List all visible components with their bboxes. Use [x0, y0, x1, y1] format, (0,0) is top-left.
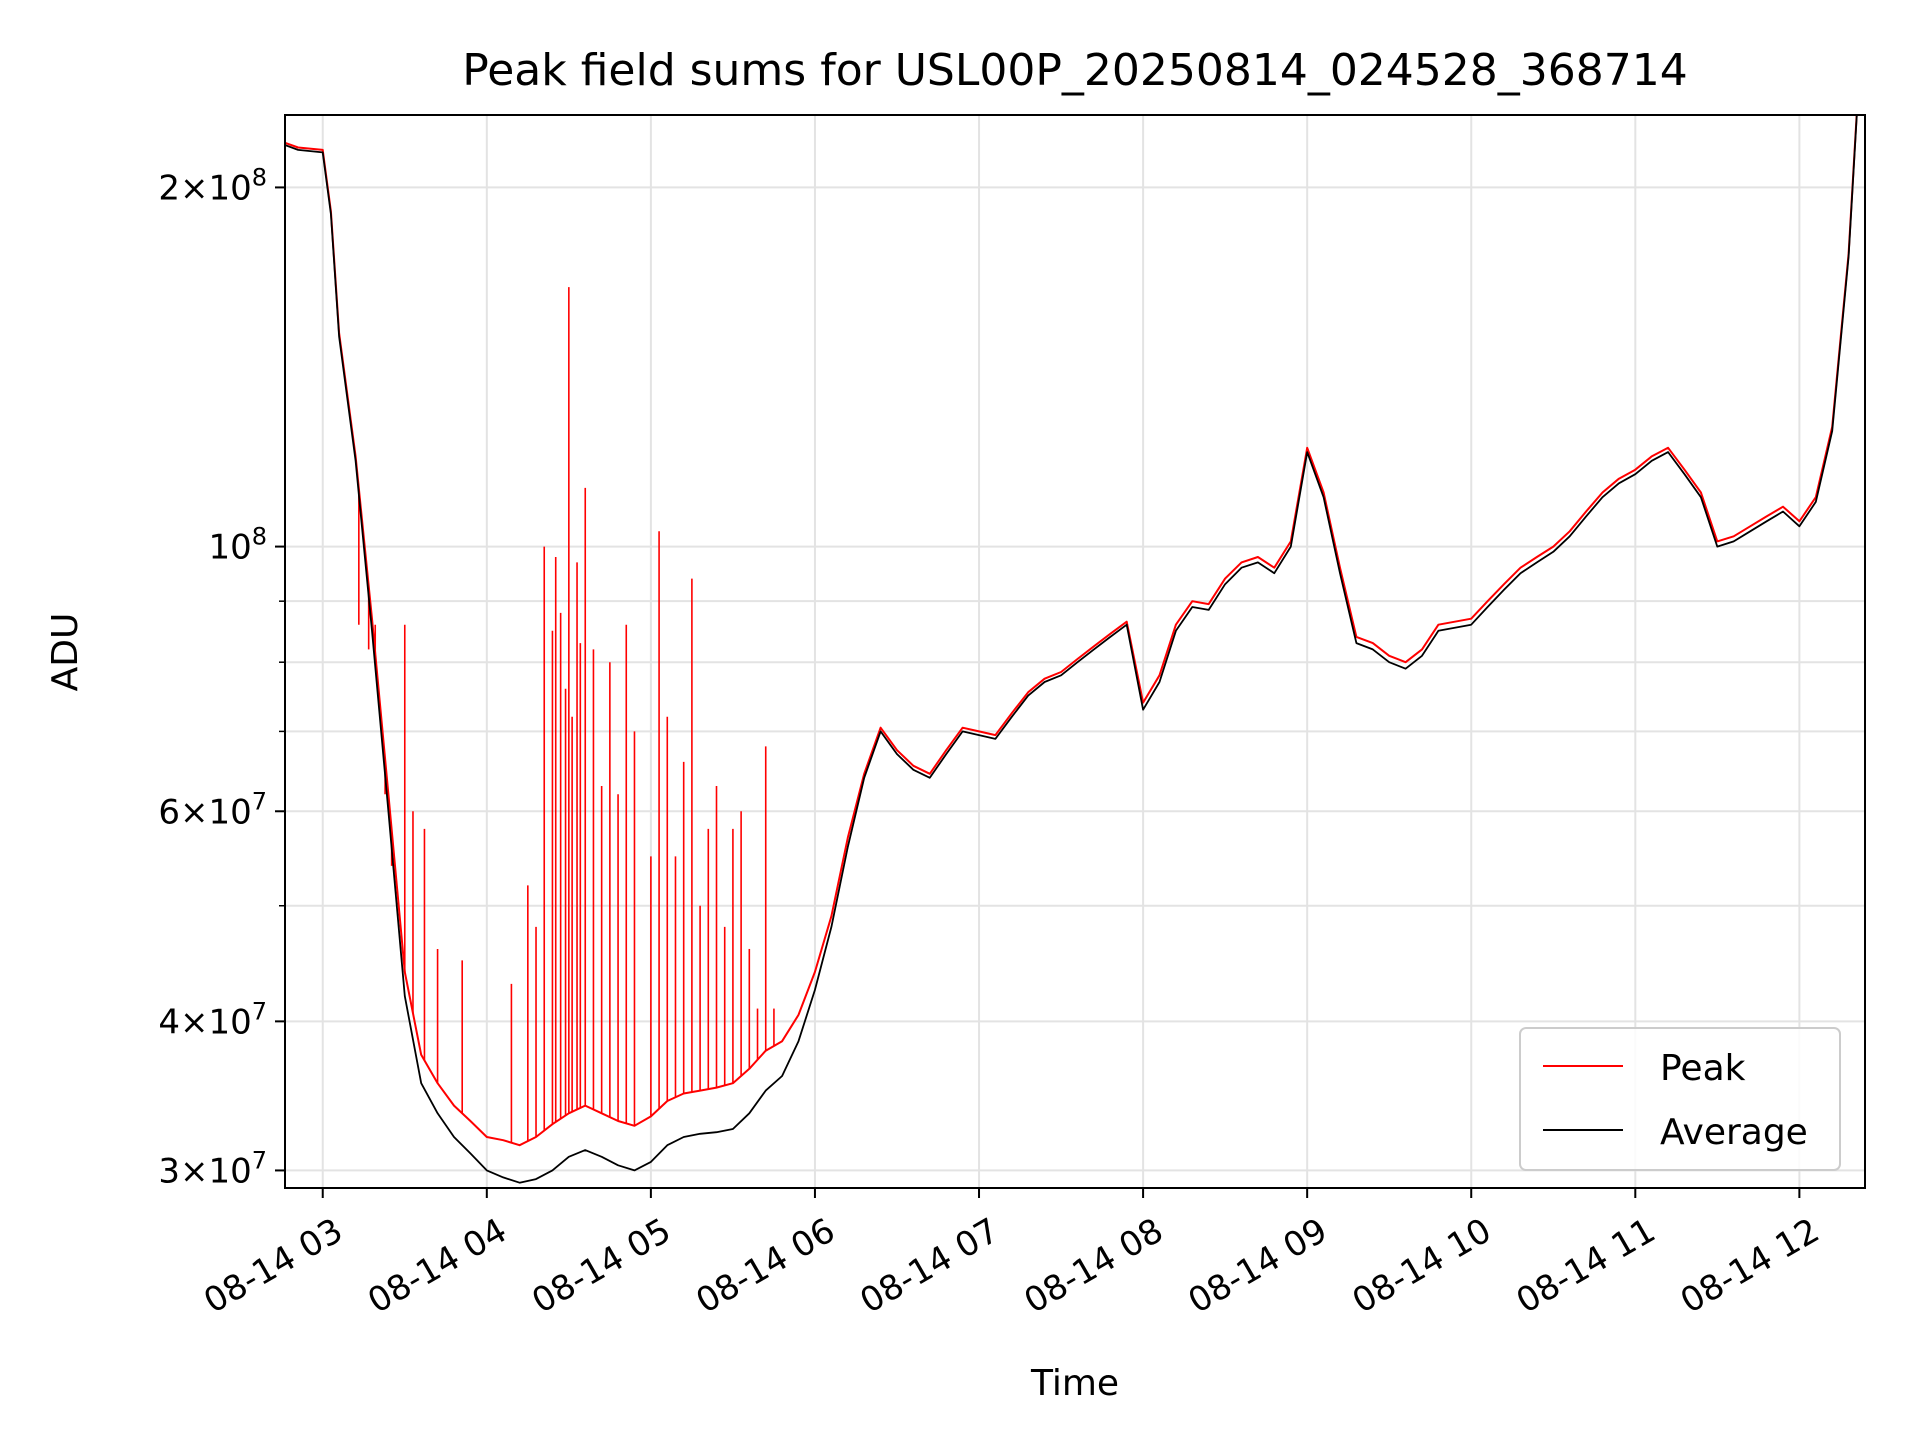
- series-average-line: [285, 115, 1858, 1184]
- y-tick-exponent: 8: [252, 163, 267, 191]
- y-tick-exponent: 7: [252, 787, 267, 815]
- y-tick-mantissa: 3: [158, 1151, 180, 1191]
- y-tick-base: 10: [208, 1002, 251, 1042]
- y-tick-times: ×: [180, 1151, 209, 1191]
- y-tick-times: ×: [180, 168, 209, 208]
- y-tick-base: 10: [208, 168, 251, 208]
- y-tick-label: 3×107: [158, 1146, 267, 1191]
- y-tick-label: 108: [208, 523, 267, 568]
- plot-area: [285, 115, 1858, 1184]
- y-axis-label: ADU: [45, 613, 86, 692]
- chart-title: Peak field sums for USL00P_20250814_0245…: [462, 45, 1688, 96]
- legend-average-label: Average: [1660, 1112, 1808, 1153]
- y-tick-base: 10: [208, 1151, 251, 1191]
- y-tick-mantissa: 6: [158, 792, 180, 832]
- y-tick-exponent: 7: [252, 997, 267, 1025]
- legend: Peak Average: [1519, 1027, 1841, 1171]
- y-tick-base: 10: [208, 528, 251, 568]
- x-axis-label: Time: [1030, 1363, 1119, 1404]
- grid: [285, 115, 1865, 1188]
- y-tick-times: ×: [180, 1002, 209, 1042]
- y-tick-mantissa: 2: [158, 168, 180, 208]
- series-layer: [285, 115, 1858, 1184]
- y-tick-exponent: 7: [252, 1146, 267, 1174]
- series-peak-line: [285, 115, 1858, 1147]
- y-tick-label: 2×108: [158, 163, 267, 208]
- plot-frame: [284, 114, 1866, 1189]
- y-tick-times: ×: [180, 792, 209, 832]
- legend-box: [1519, 1027, 1841, 1171]
- y-tick-label: 6×107: [158, 787, 267, 832]
- legend-peak-label: Peak: [1660, 1048, 1746, 1089]
- y-tick-mantissa: 4: [158, 1002, 180, 1042]
- y-tick-exponent: 8: [252, 523, 267, 551]
- y-tick-label: 4×107: [158, 997, 267, 1042]
- y-tick-base: 10: [208, 792, 251, 832]
